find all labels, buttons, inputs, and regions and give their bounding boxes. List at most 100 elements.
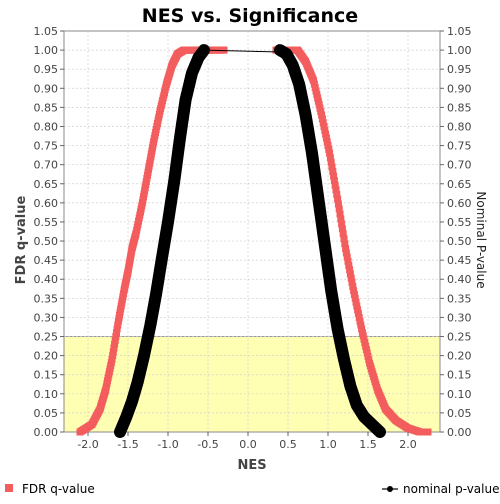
y-tick-label-right: 0.00 [447, 426, 472, 439]
fdr-point [322, 134, 330, 142]
fdr-point [338, 225, 346, 233]
x-tick-label: 1.0 [319, 438, 337, 451]
fdr-point [345, 261, 353, 269]
y-tick-label-left: 0.85 [34, 101, 59, 114]
fdr-point [112, 333, 120, 341]
fdr-point [319, 119, 327, 127]
series-nominal-p-value [114, 44, 386, 438]
legend-fdr: FDR q-value [5, 482, 95, 496]
nominal-point [199, 45, 209, 55]
fdr-point [334, 195, 342, 203]
y-tick-label-left: 0.55 [34, 216, 59, 229]
x-tick-label: 1.5 [359, 438, 377, 451]
legend-fdr-label: FDR q-value [22, 482, 95, 496]
fdr-point [112, 329, 120, 337]
x-axis: -2.0 -1.5 -1.0 -0.5 0.0 0.5 1.0 1.5 2.0 [77, 432, 417, 451]
fdr-point [324, 142, 332, 150]
y-axis-right-title: Nominal P-value [474, 191, 488, 288]
y-tick-label-right: 0.75 [447, 140, 472, 153]
fdr-point [328, 163, 336, 171]
fdr-point [335, 205, 343, 213]
y-tick-label-right: 0.65 [447, 178, 472, 191]
legend-nominal-marker [387, 486, 393, 492]
fdr-point [320, 122, 328, 130]
fdr-point [326, 149, 334, 157]
fdr-point [353, 302, 361, 310]
fdr-point [346, 266, 354, 274]
x-axis-title: NES [237, 458, 266, 473]
y-tick-label-left: 0.35 [34, 292, 59, 305]
fdr-point [346, 270, 354, 278]
fdr-point [334, 200, 342, 208]
legend-fdr-marker [5, 484, 13, 492]
y-tick-label-left: 0.05 [34, 407, 59, 420]
chart-title: NES vs. Significance [142, 5, 358, 27]
fdr-point [332, 186, 340, 194]
y-tick-label-right: 0.25 [447, 331, 472, 344]
fdr-point [329, 168, 337, 176]
fdr-point [342, 249, 350, 257]
fdr-point [325, 145, 333, 153]
fdr-point [330, 177, 338, 185]
fdr-point [322, 130, 330, 138]
nominal-point [375, 427, 385, 437]
y-tick-label-left: 0.30 [34, 311, 59, 324]
fdr-point [337, 215, 345, 223]
x-tick-label: -1.0 [157, 438, 178, 451]
fdr-point [349, 282, 357, 290]
fdr-point [336, 210, 344, 218]
x-tick-label: -0.5 [197, 438, 218, 451]
fdr-point [348, 278, 356, 286]
y-tick-label-left: 1.05 [34, 25, 59, 38]
fdr-point [331, 181, 339, 189]
y-tick-label-right: 0.70 [447, 159, 472, 172]
y-tick-label-left: 1.00 [34, 44, 59, 57]
y-tick-label-right: 1.05 [447, 25, 472, 38]
fdr-point [424, 428, 432, 436]
y-tick-label-left: 0.65 [34, 178, 59, 191]
fdr-point [356, 317, 364, 325]
fdr-point [357, 321, 365, 329]
y-tick-label-left: 0.20 [34, 350, 59, 363]
fdr-point [110, 344, 118, 352]
fdr-point [321, 126, 329, 134]
fdr-point [318, 111, 326, 119]
y-tick-label-right: 0.05 [447, 407, 472, 420]
fdr-point [354, 306, 362, 314]
fdr-point [352, 298, 360, 306]
x-tick-label: 2.0 [399, 438, 417, 451]
y-tick-label-right: 0.85 [447, 101, 472, 114]
y-tick-label-right: 0.30 [447, 311, 472, 324]
fdr-point [338, 220, 346, 228]
fdr-point [341, 240, 349, 248]
legend-nominal: nominal p-value [382, 482, 499, 496]
fdr-point [354, 310, 362, 318]
fdr-point [333, 190, 341, 198]
y-tick-label-right: 0.50 [447, 235, 472, 248]
fdr-point [114, 321, 122, 329]
fdr-point [327, 158, 335, 166]
y-tick-label-right: 0.15 [447, 369, 472, 382]
y-tick-label-left: 0.70 [34, 159, 59, 172]
fdr-point [111, 340, 119, 348]
fdr-point [342, 245, 350, 253]
x-tick-label: -1.5 [117, 438, 138, 451]
fdr-point [347, 274, 355, 282]
y-tick-label-left: 0.10 [34, 388, 59, 401]
y-tick-label-left: 0.40 [34, 273, 59, 286]
fdr-point [355, 313, 363, 321]
x-tick-label: 0.0 [239, 438, 257, 451]
fdr-point [318, 115, 326, 123]
y-axis-left: 0.00 0.05 0.10 0.15 0.20 0.25 0.30 0.35 0.40 0.45… [34, 25, 64, 439]
plot-area [63, 30, 441, 438]
fdr-point [108, 355, 116, 363]
y-axis-right: 0.00 0.05 0.10 0.15 0.20 0.25 0.30 0.35 0.40 0.45… [440, 25, 472, 439]
nominal-connector [203, 49, 281, 53]
fdr-point [326, 154, 334, 162]
y-tick-label-left: 0.80 [34, 120, 59, 133]
fdr-point [343, 253, 351, 261]
y-tick-label-right: 0.40 [447, 273, 472, 286]
fdr-point [340, 235, 348, 243]
